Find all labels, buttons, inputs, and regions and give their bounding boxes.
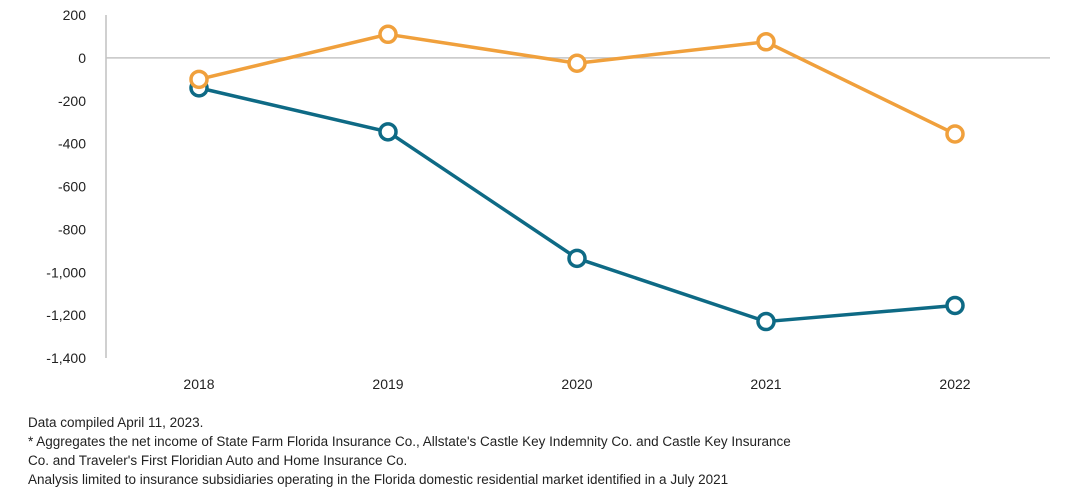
y-axis: 200 0 -200 -400 -600 -800 -1,000 -1,200 -1,400 xyxy=(46,7,1050,366)
data-point-2019 xyxy=(378,24,398,45)
series-group xyxy=(189,24,965,332)
x-tick-label: 2021 xyxy=(750,376,781,392)
y-tick-label: 200 xyxy=(63,7,87,23)
x-tick-label: 2020 xyxy=(561,376,592,392)
data-point-2018 xyxy=(189,69,209,90)
note-data-compiled: Data compiled April 11, 2023. xyxy=(28,415,204,430)
note-aggregates-line2: Co. and Traveler's First Floridian Auto … xyxy=(28,453,408,468)
series-teal xyxy=(189,78,965,332)
y-tick-label: -800 xyxy=(58,221,86,237)
data-point-2022 xyxy=(945,295,965,316)
x-axis: 2018 2019 2020 2021 2022 xyxy=(183,376,970,392)
series-line xyxy=(198,86,956,324)
data-point-2020 xyxy=(567,53,587,73)
x-tick-label: 2018 xyxy=(183,376,214,392)
data-point-2022 xyxy=(945,124,965,144)
x-tick-label: 2019 xyxy=(372,376,403,392)
line-chart: 200 0 -200 -400 -600 -800 -1,000 -1,200 -1,400 2… xyxy=(46,7,1050,392)
chart-footnotes: Data compiled April 11, 2023. * Aggregat… xyxy=(28,413,1078,489)
y-tick-label: -1,400 xyxy=(46,350,86,366)
note-aggregates-line1: * Aggregates the net income of State Far… xyxy=(28,434,791,449)
y-tick-label: -400 xyxy=(58,136,86,152)
data-point-2019 xyxy=(378,122,398,142)
data-point-2021 xyxy=(756,32,776,52)
y-tick-label: -600 xyxy=(58,179,86,195)
y-tick-label: 0 xyxy=(78,50,86,66)
data-point-2021 xyxy=(756,311,776,332)
data-point-2020 xyxy=(567,248,587,269)
y-tick-label: -200 xyxy=(58,93,86,109)
x-tick-label: 2022 xyxy=(939,376,970,392)
y-tick-label: -1,200 xyxy=(46,307,86,323)
y-tick-label: -1,000 xyxy=(46,264,86,280)
series-orange xyxy=(189,24,965,144)
note-analysis-limited: Analysis limited to insurance subsidiari… xyxy=(28,472,729,487)
series-line xyxy=(198,32,956,136)
